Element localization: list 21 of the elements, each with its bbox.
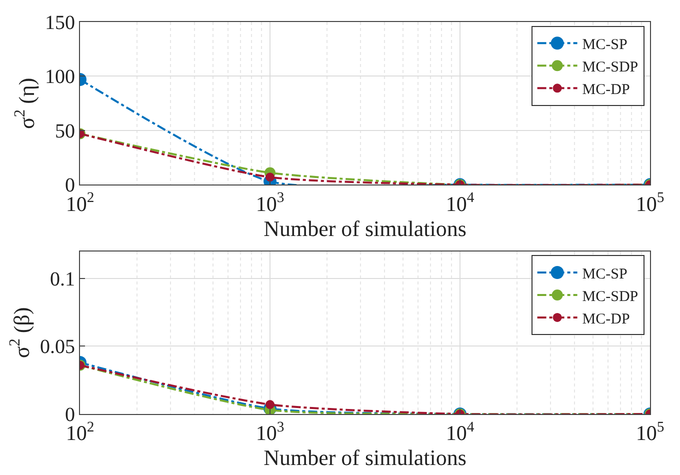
x-axis-title: Number of simulations: [264, 445, 466, 470]
x-tick-label: 10$^{4}$: [446, 419, 475, 446]
y-tick-label: 0.05: [40, 336, 75, 358]
y-tick-label: 0: [65, 174, 75, 197]
y-tick-label: 150: [45, 12, 75, 34]
x-tick-label: 10$^{5}$: [636, 419, 664, 446]
x-tick-label: 10$^{4}$: [446, 190, 475, 216]
legend-label: MC-SDP: [582, 288, 638, 305]
legend-label: MC-SP: [582, 37, 628, 54]
legend-label: MC-SDP: [582, 60, 638, 76]
y-tick-label: 50: [55, 120, 75, 142]
y-tick-label: 0: [65, 404, 75, 426]
x-tick-label: 10$^{3}$: [256, 190, 284, 216]
legend-label: MC-DP: [582, 311, 630, 328]
legend-label: MC-DP: [582, 82, 630, 98]
y-tick-label: 100: [45, 66, 75, 88]
x-tick-label: 10$^{3}$: [256, 419, 284, 446]
legend-label: MC-SP: [582, 266, 628, 282]
x-tick-label: 10$^{5}$: [636, 190, 664, 216]
y-tick-label: 0.1: [50, 268, 75, 290]
x-axis-title: Number of simulations: [264, 216, 466, 241]
